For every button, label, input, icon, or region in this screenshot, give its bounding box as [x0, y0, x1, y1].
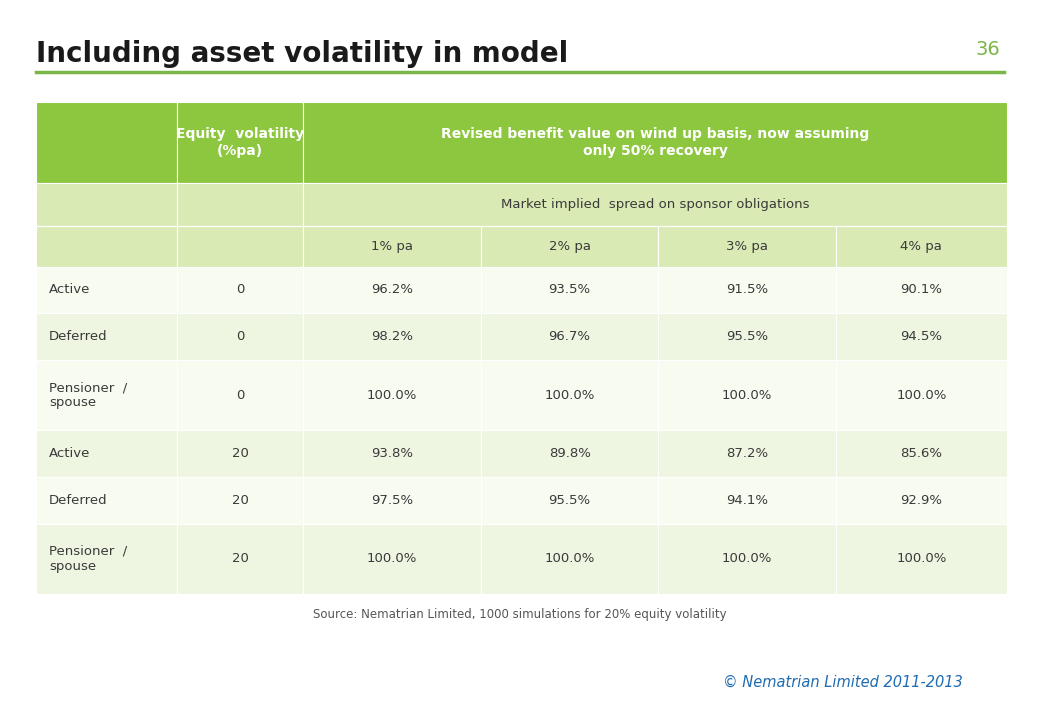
Text: 0: 0 [236, 330, 244, 343]
Text: 94.1%: 94.1% [726, 494, 769, 507]
Text: Revised benefit value on wind up basis, now assuming
only 50% recovery: Revised benefit value on wind up basis, … [441, 127, 869, 158]
Text: Equity  volatility
(%pa): Equity volatility (%pa) [176, 127, 305, 158]
Text: Market implied  spread on sponsor obligations: Market implied spread on sponsor obligat… [500, 198, 809, 211]
Text: 100.0%: 100.0% [896, 552, 946, 565]
Text: 87.2%: 87.2% [726, 447, 769, 460]
Text: Active: Active [49, 447, 90, 460]
Text: 20: 20 [232, 552, 249, 565]
Text: 100.0%: 100.0% [367, 389, 417, 402]
Text: 100.0%: 100.0% [722, 389, 773, 402]
Text: 20: 20 [232, 494, 249, 507]
Text: 85.6%: 85.6% [901, 447, 942, 460]
Text: 100.0%: 100.0% [544, 552, 595, 565]
Text: Active: Active [49, 284, 90, 297]
Text: 0: 0 [236, 389, 244, 402]
Text: 96.7%: 96.7% [548, 330, 591, 343]
Text: 91.5%: 91.5% [726, 284, 769, 297]
Text: 20: 20 [232, 447, 249, 460]
Text: 96.2%: 96.2% [371, 284, 413, 297]
Text: Source: Nematrian Limited, 1000 simulations for 20% equity volatility: Source: Nematrian Limited, 1000 simulati… [313, 608, 727, 621]
Text: 93.8%: 93.8% [371, 447, 413, 460]
Text: 90.1%: 90.1% [901, 284, 942, 297]
Text: 2% pa: 2% pa [548, 240, 591, 253]
Text: 4% pa: 4% pa [901, 240, 942, 253]
Text: Pensioner  /
spouse: Pensioner / spouse [49, 545, 127, 573]
Text: 3% pa: 3% pa [726, 240, 769, 253]
Text: Pensioner  /
spouse: Pensioner / spouse [49, 381, 127, 409]
Text: 95.5%: 95.5% [726, 330, 769, 343]
Text: 98.2%: 98.2% [371, 330, 413, 343]
Text: 36: 36 [976, 40, 1000, 58]
Text: Deferred: Deferred [49, 494, 107, 507]
Text: © Nematrian Limited 2011-2013: © Nematrian Limited 2011-2013 [723, 675, 963, 690]
Text: 100.0%: 100.0% [367, 552, 417, 565]
Text: 97.5%: 97.5% [371, 494, 413, 507]
Text: 100.0%: 100.0% [896, 389, 946, 402]
Text: 95.5%: 95.5% [548, 494, 591, 507]
Text: 93.5%: 93.5% [548, 284, 591, 297]
Text: 94.5%: 94.5% [901, 330, 942, 343]
Text: 0: 0 [236, 284, 244, 297]
Text: 92.9%: 92.9% [901, 494, 942, 507]
Text: Deferred: Deferred [49, 330, 107, 343]
Text: 1% pa: 1% pa [371, 240, 413, 253]
Text: Including asset volatility in model: Including asset volatility in model [36, 40, 569, 68]
Text: 100.0%: 100.0% [722, 552, 773, 565]
Text: 100.0%: 100.0% [544, 389, 595, 402]
Text: 89.8%: 89.8% [549, 447, 591, 460]
